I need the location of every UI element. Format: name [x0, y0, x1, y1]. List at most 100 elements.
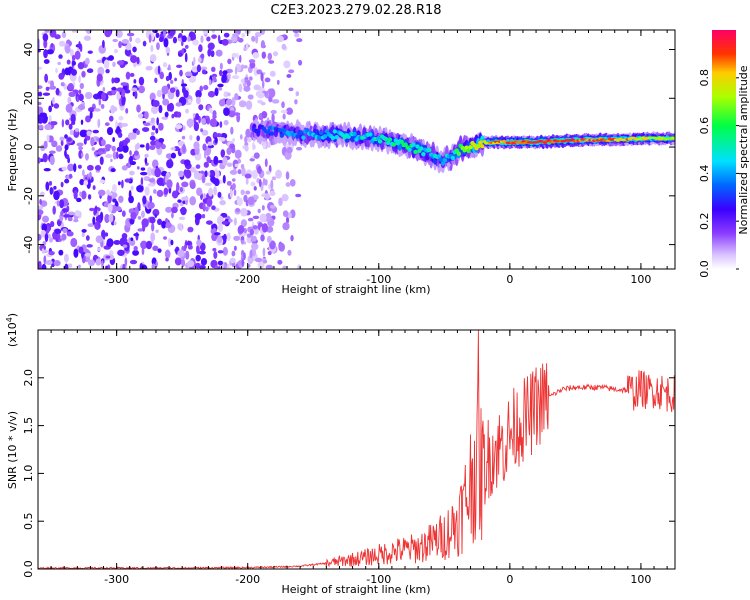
noise-speck	[277, 259, 283, 265]
noise-speck	[91, 147, 95, 151]
noise-speck	[99, 156, 104, 166]
noise-speck	[116, 87, 124, 92]
noise-speck	[194, 213, 202, 221]
noise-speck	[100, 103, 105, 109]
noise-speck	[271, 113, 275, 123]
noise-speck	[296, 146, 303, 151]
noise-speck	[171, 206, 178, 214]
noise-speck	[143, 122, 151, 127]
noise-speck	[53, 185, 57, 190]
noise-speck	[43, 140, 48, 149]
noise-speck	[80, 119, 84, 125]
spectrogram-frame	[37, 29, 676, 270]
noise-speck	[157, 218, 162, 226]
noise-speck	[115, 120, 118, 129]
noise-speck	[140, 167, 146, 171]
noise-speck	[56, 200, 60, 207]
noise-speck	[38, 233, 42, 241]
noise-speck	[261, 111, 268, 119]
noise-speck	[117, 181, 121, 186]
noise-speck	[58, 54, 63, 59]
noise-speck	[112, 137, 115, 143]
noise-speck	[217, 235, 223, 244]
noise-speck	[78, 41, 81, 50]
noise-speck	[64, 149, 67, 158]
noise-speck	[39, 198, 42, 205]
noise-speck	[50, 43, 54, 48]
noise-speck	[61, 31, 67, 39]
noise-speck	[244, 173, 252, 179]
noise-speck	[231, 75, 240, 80]
signal-cell	[427, 147, 432, 153]
noise-speck	[257, 208, 261, 214]
noise-speck	[222, 233, 227, 242]
noise-speck	[193, 121, 200, 132]
noise-speck	[71, 54, 76, 62]
noise-speck	[182, 144, 186, 153]
noise-speck	[227, 58, 232, 65]
noise-speck	[132, 249, 140, 256]
noise-speck	[222, 156, 228, 167]
noise-speck	[151, 32, 155, 41]
noise-speck	[253, 66, 259, 77]
noise-speck	[58, 249, 64, 256]
signal-cell	[413, 149, 418, 155]
noise-speck	[84, 57, 90, 65]
noise-speck	[50, 121, 58, 126]
noise-speck	[244, 77, 249, 81]
noise-speck	[104, 144, 112, 149]
noise-speck	[42, 92, 51, 96]
noise-speck	[158, 104, 163, 114]
noise-speck	[166, 179, 173, 189]
noise-speck	[217, 34, 221, 43]
noise-speck	[200, 128, 204, 133]
noise-speck	[115, 30, 123, 38]
noise-speck	[83, 180, 89, 186]
noise-speck	[93, 108, 101, 112]
noise-speck	[200, 257, 208, 266]
noise-speck	[298, 59, 303, 66]
noise-speck	[137, 113, 144, 118]
snr-x-tick-label: -100	[366, 573, 391, 586]
noise-speck	[177, 52, 183, 57]
noise-speck	[60, 210, 64, 217]
noise-speck	[105, 69, 110, 74]
noise-speck	[70, 237, 78, 248]
noise-speck	[119, 237, 126, 247]
noise-speck	[196, 239, 202, 247]
noise-speck	[61, 233, 67, 241]
noise-speck	[200, 53, 205, 59]
noise-speck	[105, 255, 111, 259]
noise-speck	[107, 203, 113, 213]
noise-speck	[156, 89, 162, 98]
noise-speck	[201, 69, 207, 75]
noise-speck	[281, 193, 289, 202]
noise-speck	[214, 87, 219, 97]
noise-speck	[39, 112, 47, 118]
noise-speck	[185, 250, 190, 260]
noise-speck	[206, 36, 211, 42]
noise-speck	[56, 220, 62, 226]
noise-speck	[122, 244, 128, 248]
noise-speck	[79, 129, 87, 138]
noise-speck	[165, 75, 170, 82]
noise-speck	[105, 265, 108, 269]
noise-speck	[129, 150, 132, 156]
noise-speck	[252, 144, 256, 150]
noise-speck	[122, 144, 129, 153]
noise-speck	[68, 91, 76, 98]
snr-x-tick-label: -300	[104, 573, 129, 586]
noise-speck	[156, 189, 164, 198]
noise-speck	[187, 244, 193, 250]
noise-speck	[106, 126, 114, 136]
noise-speck	[183, 244, 187, 252]
noise-speck	[184, 44, 189, 49]
noise-speck	[182, 125, 186, 131]
noise-speck	[187, 226, 194, 233]
noise-speck	[217, 223, 223, 232]
noise-speck	[89, 110, 93, 119]
noise-speck	[207, 42, 215, 50]
noise-speck	[44, 73, 49, 83]
noise-speck	[269, 70, 276, 77]
noise-speck	[42, 153, 48, 163]
